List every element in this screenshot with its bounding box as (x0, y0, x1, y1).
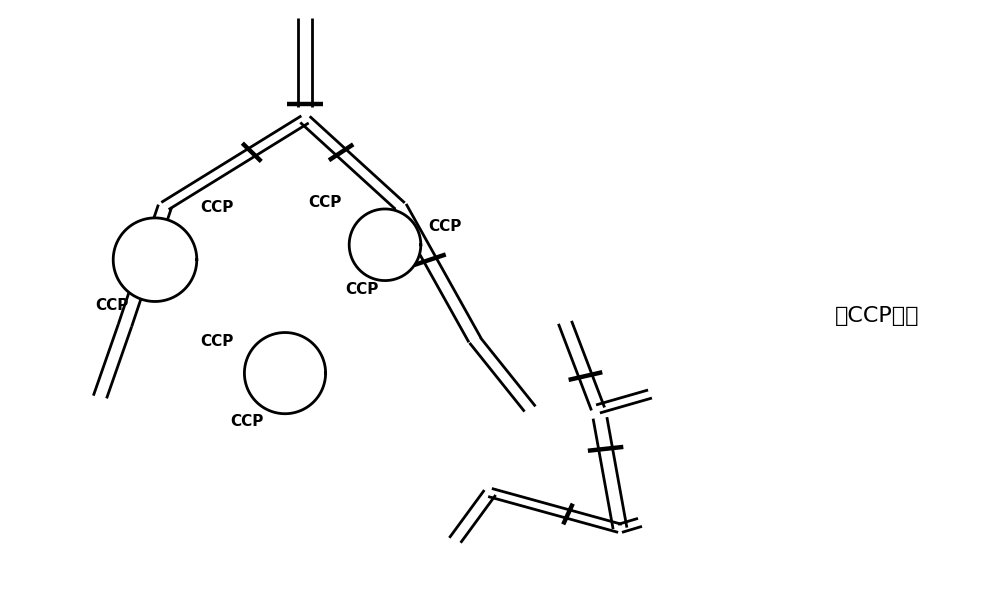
Text: CCP: CCP (200, 334, 233, 349)
Text: CCP: CCP (230, 414, 263, 429)
Text: CCP: CCP (345, 282, 378, 297)
Polygon shape (349, 209, 421, 281)
Text: CCP: CCP (428, 219, 461, 235)
Text: 抗CCP抗体: 抗CCP抗体 (835, 306, 920, 327)
Text: CCP: CCP (95, 298, 128, 313)
Polygon shape (244, 333, 326, 414)
Text: CCP: CCP (308, 195, 341, 210)
Text: CCP: CCP (200, 200, 233, 215)
Polygon shape (113, 218, 197, 301)
